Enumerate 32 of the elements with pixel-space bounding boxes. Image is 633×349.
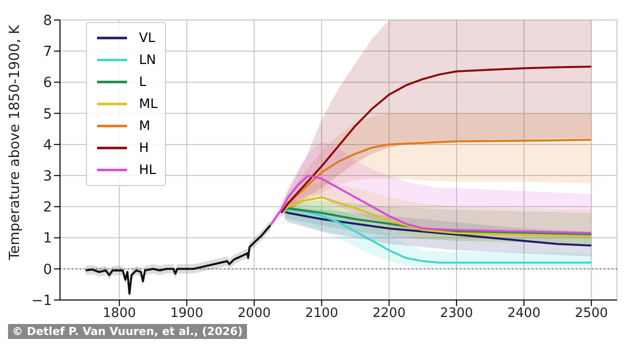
line-series bbox=[284, 207, 592, 236]
legend-label: HL bbox=[139, 162, 156, 178]
y-tick-label: 7 bbox=[43, 44, 52, 60]
legend-label: M bbox=[139, 118, 150, 134]
y-axis-title: Temperature above 1850-1900, K bbox=[6, 24, 23, 261]
y-tick-label: 0 bbox=[43, 262, 52, 278]
y-tick-label: 2 bbox=[43, 200, 52, 216]
text: © Detlef P. Van Vuuren, et al., (2026) bbox=[8, 324, 247, 339]
y-tick-label: 5 bbox=[43, 106, 52, 122]
y-tick-label: 3 bbox=[43, 168, 52, 185]
y-tick-label: 8 bbox=[43, 12, 52, 29]
y-tick-label: −1 bbox=[31, 292, 52, 309]
line-series bbox=[284, 196, 592, 238]
line-series bbox=[269, 174, 592, 234]
x-tick-label: 1900 bbox=[170, 306, 204, 322]
x-tick-label: 2400 bbox=[507, 306, 540, 322]
y-tick-label: 4 bbox=[43, 137, 52, 154]
x-tick-label: 2500 bbox=[574, 306, 608, 322]
x-tick-label: 2000 bbox=[238, 306, 271, 322]
x-tick-label: 2100 bbox=[305, 306, 338, 322]
legend-label: VL bbox=[139, 30, 156, 46]
legend-label: LN bbox=[139, 52, 156, 68]
y-tick-label: 1 bbox=[43, 230, 52, 247]
x-tick-label: 1800 bbox=[102, 306, 136, 322]
y-tick-label: 6 bbox=[43, 75, 52, 92]
line-series bbox=[284, 210, 592, 247]
legend-label: H bbox=[139, 140, 149, 156]
legend-label: L bbox=[139, 74, 146, 90]
x-tick-label: 2200 bbox=[372, 306, 406, 322]
x-tick-label: 2300 bbox=[440, 306, 474, 322]
line-series bbox=[280, 66, 592, 214]
legend-label: ML bbox=[139, 96, 158, 112]
